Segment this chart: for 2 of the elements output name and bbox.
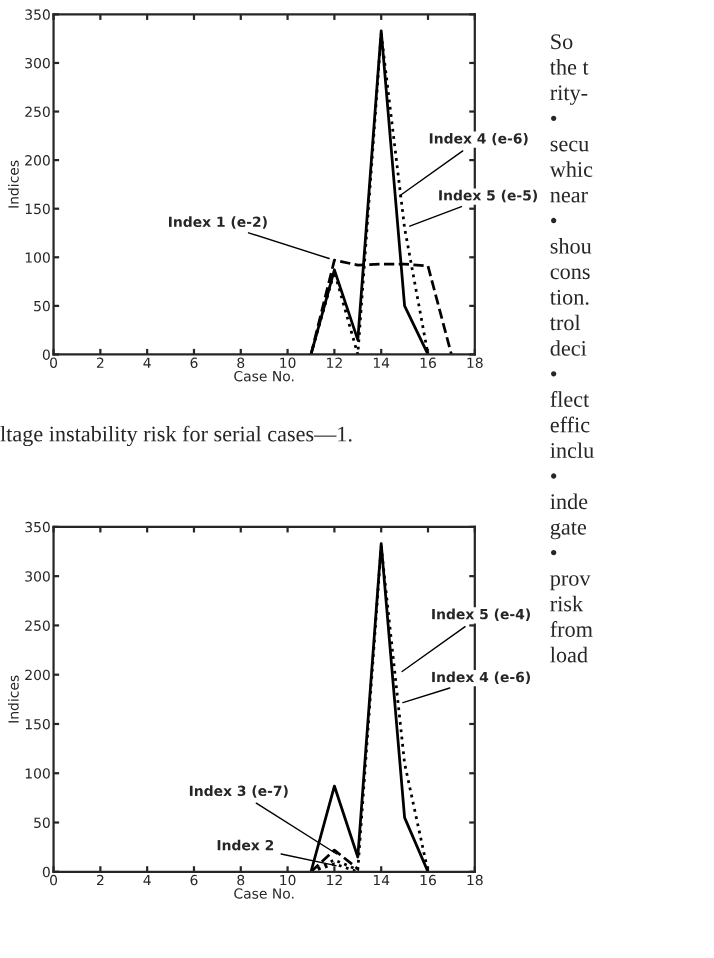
text: So the t rity- • secu whic near • shou cons tion. trol deci • flect effic inclu • inde gate • prov risk from load (549, 34, 594, 663)
text: ltage instability risk for serial cases—1. (0, 425, 352, 447)
